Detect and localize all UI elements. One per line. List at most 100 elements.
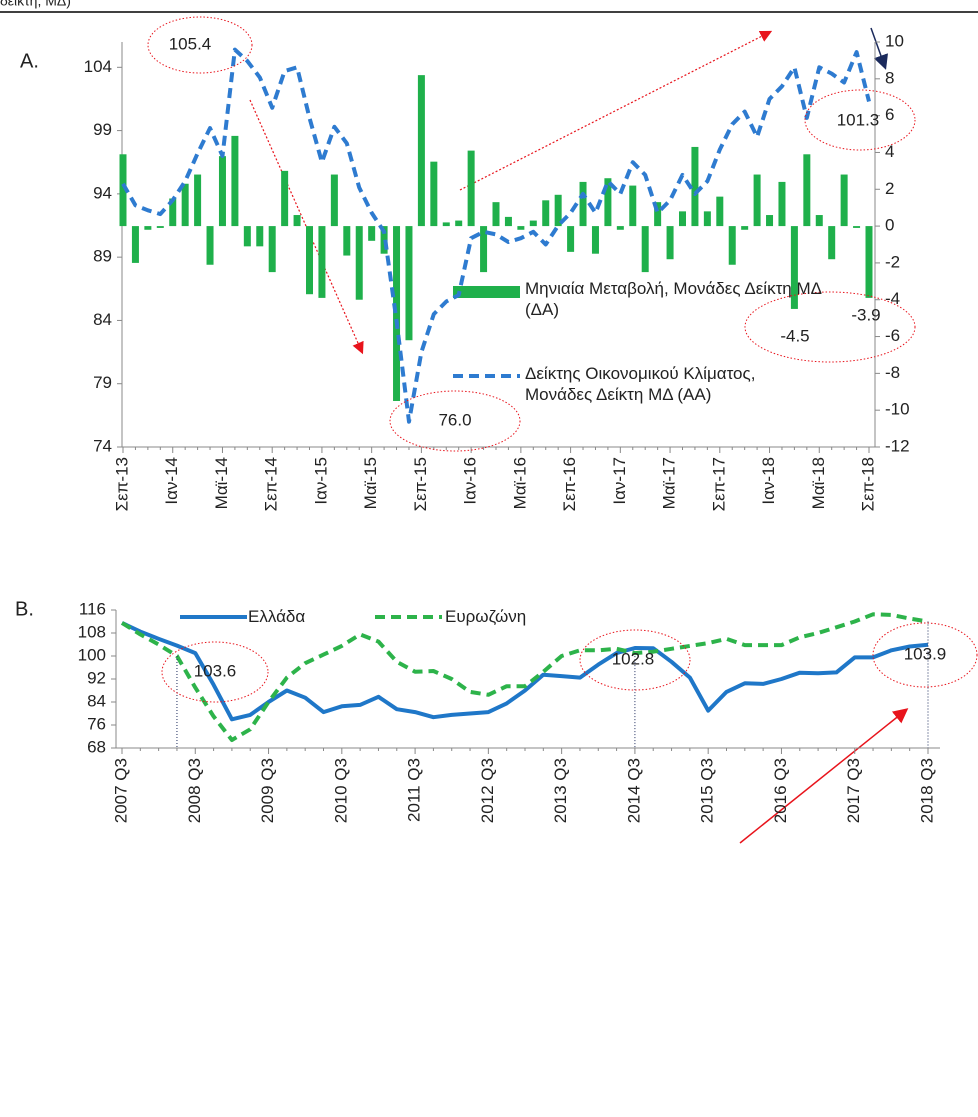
x-tick-label: Σεπ-18 xyxy=(858,457,877,511)
y2-tick-label: 10 xyxy=(885,31,904,50)
bar xyxy=(442,222,450,227)
y-tick-label: 84 xyxy=(87,691,106,710)
annotation: 105.4 xyxy=(169,34,212,53)
bar xyxy=(343,226,351,256)
y2-tick-label: -8 xyxy=(885,363,900,382)
bar xyxy=(430,161,438,227)
annotation-ellipse xyxy=(744,291,916,363)
legend-label: Μηνιαία Μεταβολή, Μονάδες Δείκτη ΜΔ (ΔΑ) xyxy=(525,279,822,319)
x-tick-label: 2018 Q3 xyxy=(917,758,936,823)
x-tick-label: Μαϊ-14 xyxy=(212,457,231,509)
x-tick-label: Ιαν-14 xyxy=(162,457,181,505)
annotation: 76.0 xyxy=(438,410,471,429)
bar xyxy=(790,226,798,309)
annotation-ellipse xyxy=(804,89,916,151)
x-tick-label: 2013 Q3 xyxy=(551,758,570,823)
annotation: 101.3 xyxy=(837,110,880,129)
legend-label: Δείκτης Οικονομικού Κλίματος, Μονάδες Δε… xyxy=(525,364,756,404)
x-tick-label: 2010 Q3 xyxy=(331,758,350,823)
annotation: 103.6 xyxy=(194,661,237,680)
legend-label: Ελλάδα xyxy=(248,607,306,626)
chart-label: A. xyxy=(20,50,39,72)
bar xyxy=(654,202,662,227)
y-tick-label: 84 xyxy=(93,310,112,329)
bar xyxy=(766,215,774,227)
bar xyxy=(666,226,674,260)
x-tick-label: Σεπ-16 xyxy=(560,457,579,511)
bar xyxy=(243,226,251,247)
y-tick-label: 116 xyxy=(79,599,106,618)
line xyxy=(121,621,929,722)
bar xyxy=(281,170,289,227)
bar xyxy=(803,154,811,227)
y-tick-label: 74 xyxy=(93,436,112,455)
bar xyxy=(542,200,550,227)
bar xyxy=(517,226,525,230)
arrow xyxy=(249,99,364,355)
bar xyxy=(380,226,388,254)
bar xyxy=(741,226,749,230)
bar xyxy=(853,226,861,228)
bar xyxy=(629,185,637,227)
x-tick-label: Ιαν-18 xyxy=(759,457,778,505)
bar xyxy=(218,156,226,227)
bar xyxy=(480,226,488,273)
bar xyxy=(330,174,338,227)
bar xyxy=(194,174,202,227)
bar xyxy=(393,226,401,401)
bar xyxy=(691,146,699,227)
y2-tick-label: 0 xyxy=(885,216,894,235)
x-tick-label: 2015 Q3 xyxy=(698,758,717,823)
bar xyxy=(144,226,152,230)
bar xyxy=(293,215,301,227)
arrow xyxy=(459,30,773,191)
bar xyxy=(181,183,189,227)
bar xyxy=(355,226,363,300)
annotation-ellipse xyxy=(161,641,269,703)
bar xyxy=(778,181,786,227)
x-tick-label: 2009 Q3 xyxy=(258,758,277,823)
y-tick-label: 76 xyxy=(87,714,106,733)
x-tick-label: Μαϊ-16 xyxy=(510,457,529,509)
bar xyxy=(591,226,599,254)
bar xyxy=(840,174,848,227)
annotation-ellipse xyxy=(872,622,978,688)
annotation: -3.9 xyxy=(851,305,880,324)
x-tick-label: Μαϊ-15 xyxy=(361,457,380,509)
bar xyxy=(368,226,376,241)
x-tick-label: 2011 Q3 xyxy=(405,758,424,822)
y-tick-label: 79 xyxy=(93,373,112,392)
x-tick-label: 2014 Q3 xyxy=(624,758,643,823)
bar xyxy=(604,178,612,227)
annotation-ellipse xyxy=(147,16,253,74)
bar xyxy=(131,226,139,263)
bar xyxy=(753,174,761,227)
bar xyxy=(206,226,214,265)
legend-label: Ευρωζώνη xyxy=(445,607,527,626)
bar xyxy=(467,150,475,227)
y-tick-label: 89 xyxy=(93,247,112,266)
x-tick-label: Σεπ-13 xyxy=(112,457,131,511)
line xyxy=(120,612,929,742)
bar xyxy=(679,211,686,227)
x-tick-label: Ιαν-17 xyxy=(610,457,629,505)
bar xyxy=(616,226,624,230)
x-tick-label: 2012 Q3 xyxy=(478,758,497,823)
y-tick-label: 68 xyxy=(87,737,106,756)
bar xyxy=(865,226,873,298)
annotation-ellipse xyxy=(389,390,521,452)
bar xyxy=(579,181,587,227)
bar xyxy=(828,226,836,260)
annotation-ellipse xyxy=(579,629,691,691)
x-tick-label: Μαϊ-18 xyxy=(809,457,828,509)
bar xyxy=(716,196,724,227)
x-tick-label: Σεπ-17 xyxy=(709,457,728,511)
y2-tick-label: 4 xyxy=(885,142,894,161)
bar xyxy=(529,220,537,227)
bar xyxy=(405,226,413,341)
bar xyxy=(306,226,313,295)
bar xyxy=(728,226,736,265)
bar xyxy=(567,226,575,252)
